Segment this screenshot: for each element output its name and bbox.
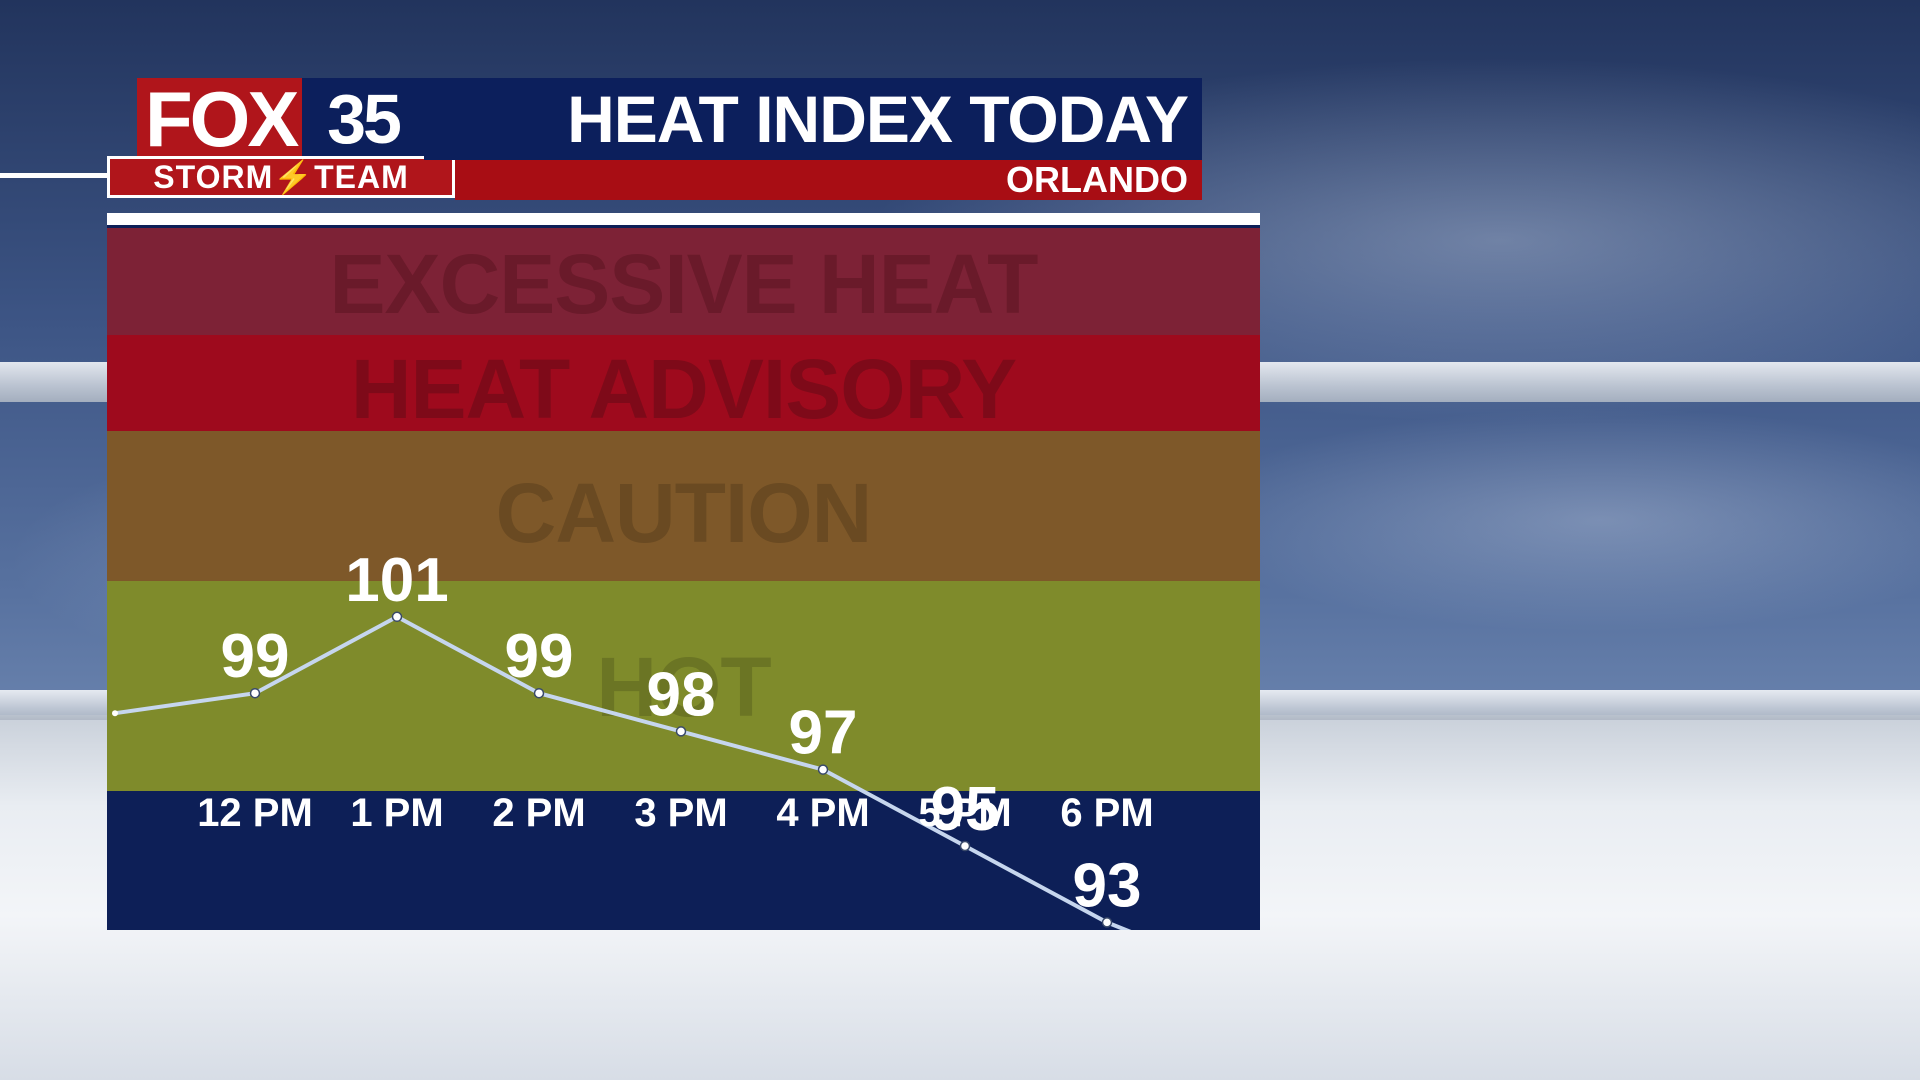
data-point [533, 687, 545, 699]
storm-team-badge: STORM⚡TEAM [107, 156, 455, 198]
zone-caution: CAUTION [107, 431, 1260, 581]
accent-line [0, 173, 110, 178]
data-point [1101, 917, 1113, 928]
logo-fox-text: FOX [145, 75, 299, 163]
data-point [391, 611, 403, 623]
chart-panel: EXCESSIVE HEAT HEAT ADVISORY CAUTION HOT… [107, 213, 1260, 930]
zone-label-caution: CAUTION [495, 466, 873, 560]
logo-number: 35 [302, 78, 424, 160]
location-label: ORLANDO [1006, 159, 1188, 200]
x-tick-label: 5 PM [918, 791, 1011, 835]
x-tick-label: 3 PM [634, 791, 727, 835]
data-label: 97 [789, 699, 858, 768]
data-label: 93 [1073, 851, 1142, 920]
x-tick-label: 4 PM [776, 791, 869, 835]
zone-excessive-heat: EXCESSIVE HEAT [107, 228, 1260, 335]
data-label: 99 [221, 622, 290, 691]
heat-index-line-chart: 99 12 PM 101 1 PM 99 2 PM 98 3 PM 97 4 PM 955 PM 93… [112, 546, 1154, 930]
zone-hot: HOT [107, 581, 1260, 791]
data-point [959, 840, 971, 852]
panel-top-border [107, 213, 1260, 225]
chart-title-bar: HEAT INDEX TODAY [424, 78, 1202, 160]
zone-label-heat-advisory: HEAT ADVISORY [350, 342, 1017, 436]
line-start-point [112, 710, 118, 717]
data-label: 101 [345, 546, 448, 615]
x-tick-label: 2 PM [492, 791, 585, 835]
location-bar: ORLANDO [455, 159, 1202, 200]
data-point [675, 726, 687, 737]
x-tick-label: 12 PM [197, 791, 313, 835]
data-label: 99 [505, 622, 574, 691]
zone-heat-advisory: HEAT ADVISORY [107, 335, 1260, 436]
x-tick-label: 6 PM [1060, 791, 1153, 835]
data-point [817, 764, 829, 775]
page-title: HEAT INDEX TODAY [567, 82, 1189, 156]
data-point [249, 687, 261, 699]
data-label: 98 [647, 660, 716, 729]
zone-label-excessive-heat: EXCESSIVE HEAT [329, 237, 1039, 331]
data-label: 95 [931, 775, 1000, 844]
x-tick-label: 1 PM [350, 791, 443, 835]
fox35-logo: FOX 35 [137, 78, 424, 160]
